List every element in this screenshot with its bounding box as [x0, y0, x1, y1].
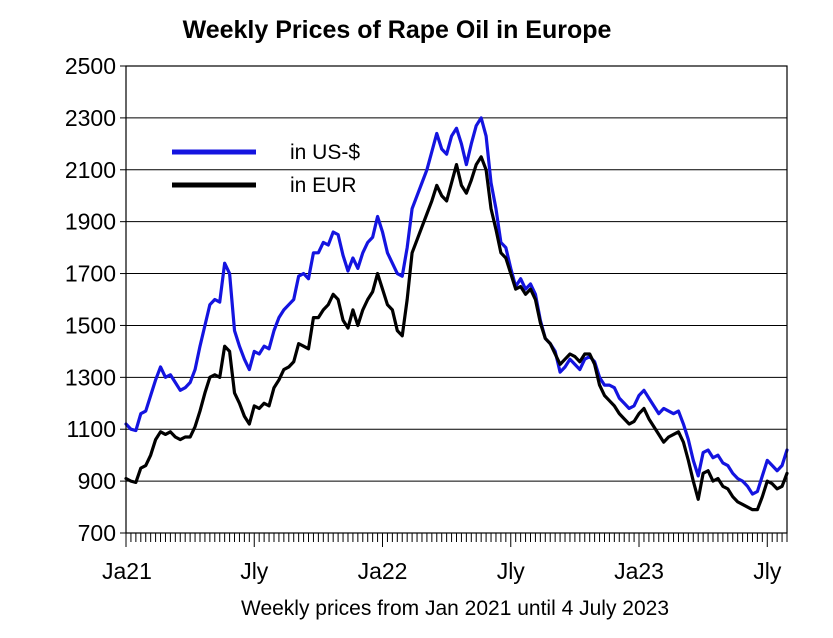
y-tick-label: 2100 — [65, 157, 116, 183]
x-tick-label: Ja21 — [102, 558, 152, 584]
legend-label-usd: in US-$ — [290, 141, 360, 164]
x-tick-label: Ja22 — [358, 558, 408, 584]
chart-title: Weekly Prices of Rape Oil in Europe — [183, 16, 612, 44]
y-tick-label: 2300 — [65, 105, 116, 131]
y-tick-label: 1100 — [67, 416, 116, 442]
y-tick-label: 1900 — [65, 209, 116, 235]
x-axis-ticks: Ja21 Jly Ja22 Jly Ja23 Jly — [102, 533, 788, 584]
data-series — [124, 116, 789, 512]
plot-frame — [125, 65, 788, 534]
y-tick-label: 2500 — [65, 53, 116, 79]
x-axis-label: Weekly prices from Jan 2021 until 4 July… — [241, 597, 669, 620]
x-tick-label: Jly — [240, 558, 269, 584]
x-tick-label: Jly — [753, 558, 782, 584]
y-tick-label: 1300 — [65, 364, 116, 390]
x-tick-label: Jly — [497, 558, 526, 584]
y-tick-label: 1500 — [65, 312, 116, 338]
y-axis-ticks: 700 900 1100 1300 1500 1700 1900 2100 2300 2500 — [65, 53, 126, 546]
series-line-usd — [124, 116, 789, 496]
y-tick-label: 1700 — [65, 261, 116, 287]
gridlines — [126, 117, 787, 482]
y-tick-label: 900 — [78, 468, 116, 494]
y-tick-label: 700 — [78, 520, 116, 546]
legend-label-eur: in EUR — [290, 174, 357, 197]
legend: in US-$ in EUR — [172, 141, 360, 197]
x-tick-label: Ja23 — [614, 558, 664, 584]
series-line-eur — [124, 155, 789, 512]
